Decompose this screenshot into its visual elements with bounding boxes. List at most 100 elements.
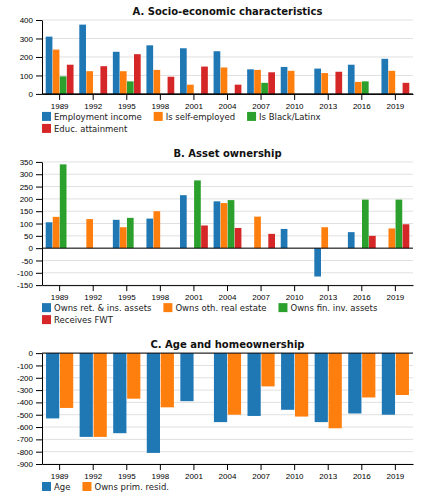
x-tick: 2019	[386, 464, 404, 481]
x-tick-label: 1989	[51, 102, 69, 111]
x-tick-label: 2010	[286, 293, 304, 302]
x-tick-label: 2019	[386, 102, 404, 111]
y-tick-mark	[36, 75, 42, 76]
x-tick-label: 2016	[353, 472, 371, 481]
legend-swatch	[247, 112, 256, 121]
grid-line	[42, 211, 413, 212]
plot-area: 0100200300400198919921995199820012004200…	[20, 16, 414, 111]
y-tick-mark	[36, 365, 42, 366]
x-tick-label: 2007	[252, 293, 270, 302]
y-tick-mark	[36, 390, 42, 391]
y-tick: -50	[21, 257, 42, 266]
x-tick-mark	[59, 94, 60, 100]
legend-swatch	[42, 124, 51, 133]
y-tick: 0	[29, 349, 42, 358]
plot-area: -150-100-5005010015020025030035019891992…	[17, 158, 414, 302]
bar	[80, 353, 93, 437]
bar	[396, 353, 409, 395]
y-tick-label: 100	[20, 220, 34, 229]
bar	[248, 353, 261, 416]
y-tick: 0	[29, 90, 42, 99]
bar-series	[53, 50, 395, 94]
bars	[46, 164, 410, 276]
baseline	[42, 248, 413, 249]
y-tick: 400	[20, 16, 42, 25]
grid-line	[42, 260, 413, 261]
x-tick: 2010	[286, 285, 304, 302]
chart-figure: A. Socio-economic characteristics0100200…	[0, 0, 423, 500]
x-tick: 2007	[252, 94, 270, 111]
legend-label: Owns ret. & ins. assets	[54, 303, 152, 313]
bar	[94, 353, 107, 437]
bar	[389, 71, 396, 94]
x-tick-label: 1998	[151, 472, 169, 481]
x-tick: 2004	[219, 94, 237, 111]
x-tick-label: 2010	[286, 472, 304, 481]
grid-line	[42, 248, 413, 249]
x-tick: 2016	[353, 464, 371, 481]
legend-item: Owns ret. & ins. assets	[42, 303, 152, 313]
y-tick: -100	[17, 269, 42, 278]
legend-label: Owns fin. inv. assets	[290, 303, 377, 313]
y-tick-mark	[36, 439, 42, 440]
y-tick: -150	[17, 281, 42, 290]
bar-series	[67, 54, 409, 94]
x-tick-label: 1998	[151, 293, 169, 302]
bar	[247, 69, 254, 94]
x-tick-mark	[361, 94, 362, 100]
bar	[46, 37, 53, 94]
bar	[161, 353, 174, 407]
y-tick-label: -800	[17, 448, 34, 457]
legend-item: Owns oth. real estate	[163, 303, 266, 313]
bar	[180, 353, 193, 401]
x-tick-mark	[227, 285, 228, 291]
bar	[335, 72, 342, 94]
x-tick-label: 2004	[219, 293, 237, 302]
bar	[315, 353, 328, 422]
x-tick-label: 2001	[185, 472, 203, 481]
bar	[228, 353, 241, 415]
bar	[389, 228, 396, 248]
y-tick-label: -700	[17, 435, 34, 444]
bar	[268, 234, 275, 248]
bar	[79, 25, 86, 94]
bar	[348, 232, 355, 248]
y-tick-label: 300	[20, 170, 34, 179]
y-tick-mark	[36, 273, 42, 274]
y-tick-mark	[36, 353, 42, 354]
grid-line	[42, 38, 413, 39]
y-tick-mark	[36, 236, 42, 237]
y-tick-mark	[36, 402, 42, 403]
x-tick-mark	[59, 285, 60, 291]
bar	[403, 224, 410, 248]
x-tick-mark	[227, 94, 228, 100]
bar	[261, 83, 268, 94]
y-tick: 0	[29, 244, 42, 253]
bar	[221, 203, 228, 248]
y-tick-mark	[36, 162, 42, 163]
x-tick-mark	[93, 94, 94, 100]
bar	[53, 50, 60, 94]
y-tick: -700	[17, 435, 42, 444]
bar	[127, 81, 134, 94]
x-tick: 1998	[151, 464, 169, 481]
y-axis: -150-100-50050100150200250300350	[17, 158, 43, 290]
bar	[214, 51, 221, 94]
legend-swatch	[154, 112, 163, 121]
bar	[295, 353, 308, 416]
bar	[281, 353, 294, 410]
y-tick-mark	[36, 285, 42, 286]
x-tick: 2019	[386, 285, 404, 302]
y-tick-mark	[36, 464, 42, 465]
y-axis-line	[42, 21, 43, 95]
x-tick: 1992	[84, 285, 102, 302]
x-tick-mark	[294, 285, 295, 291]
x-tick-mark	[59, 464, 60, 470]
x-tick-label: 2013	[319, 472, 337, 481]
y-tick-mark	[36, 20, 42, 21]
bar	[261, 353, 274, 386]
legend-label: Owns oth. real estate	[175, 303, 266, 313]
bar	[86, 71, 93, 94]
x-tick: 1989	[51, 94, 69, 111]
x-tick-mark	[395, 94, 396, 100]
